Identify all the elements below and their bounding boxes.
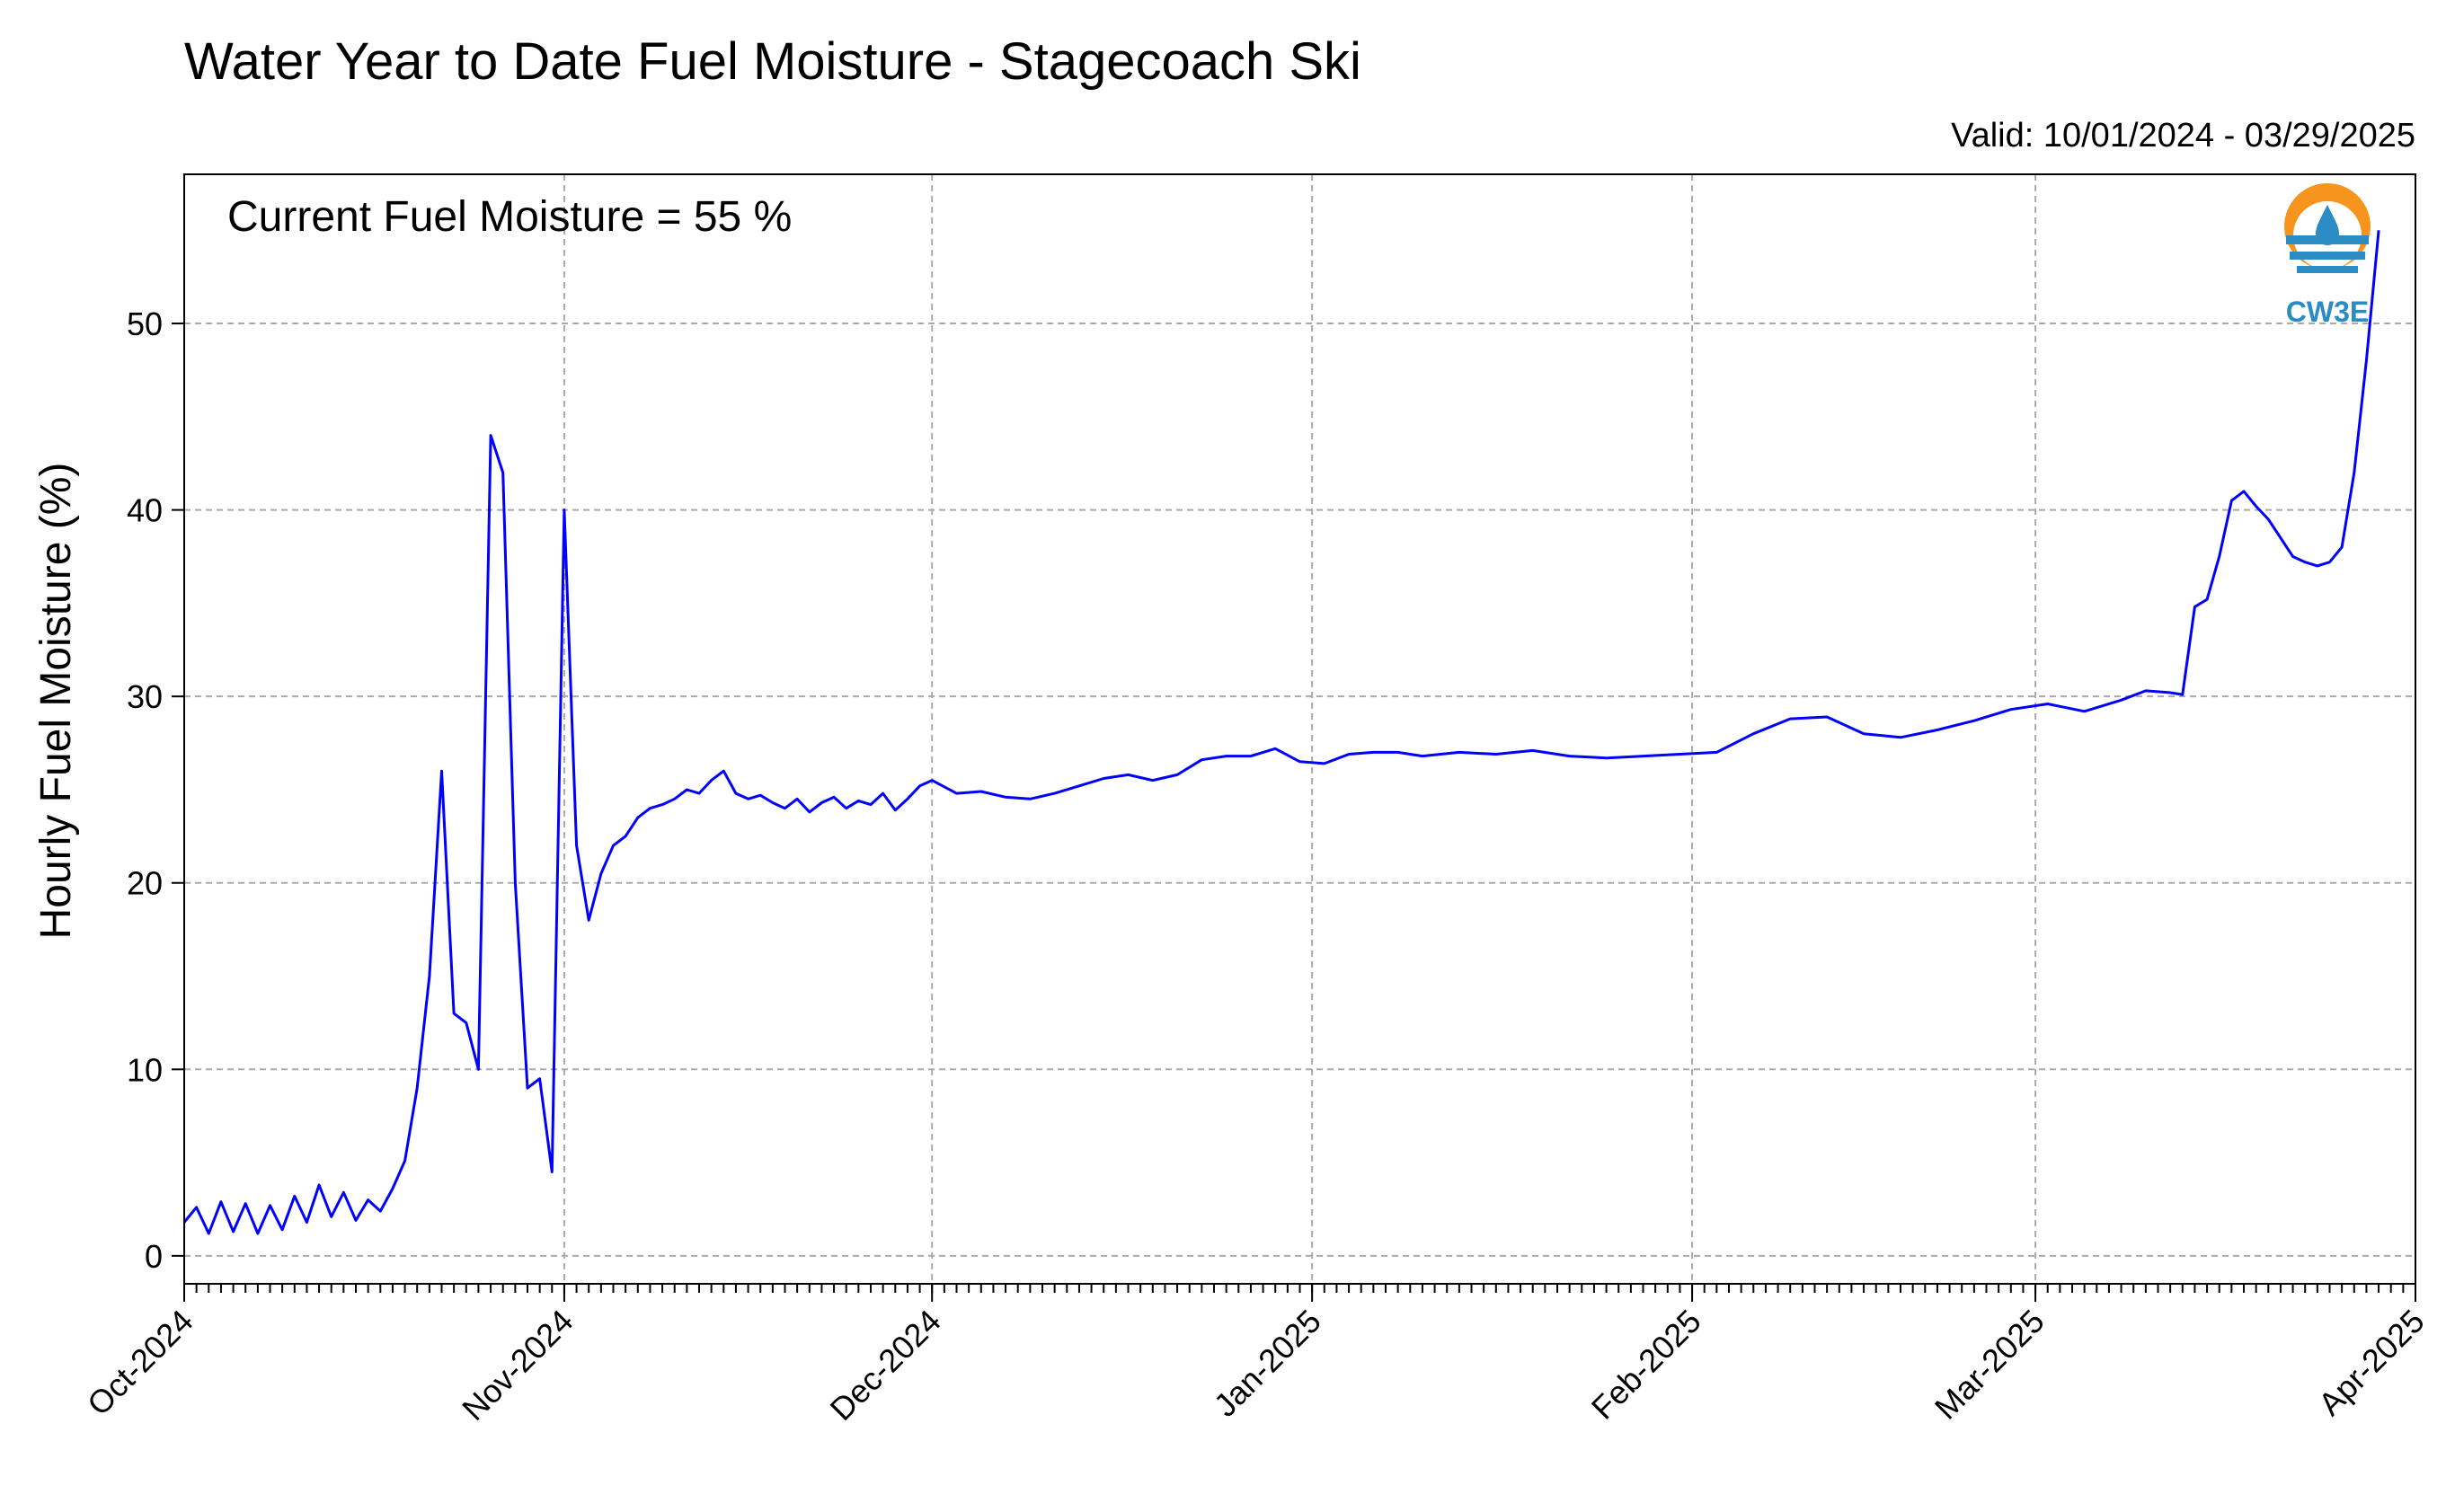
cw3e-logo: CW3E	[2284, 183, 2371, 328]
chart-subtitle: Valid: 10/01/2024 - 03/29/2025	[1951, 117, 2415, 155]
y-tick-label: 40	[127, 492, 163, 529]
x-tick-label: Feb-2025	[1584, 1303, 1708, 1427]
y-axis-label: Hourly Fuel Moisture (%)	[32, 463, 80, 940]
x-tick-label: Dec-2024	[823, 1303, 948, 1428]
plot-frame	[183, 173, 2416, 1285]
x-tick-label: Mar-2025	[1928, 1303, 2052, 1427]
x-tick-label: Jan-2025	[1207, 1303, 1328, 1424]
series-layer	[182, 230, 2380, 1235]
axis-layer: 0 10 20 30 40 50 Oct-2024 Nov-2024 Dec-2024 Jan-2…	[80, 305, 2432, 1428]
fuel-moisture-series-line	[182, 230, 2380, 1235]
logo-text: CW3E	[2286, 296, 2369, 328]
grid-layer	[184, 174, 2415, 1284]
logo-droplet-icon	[2316, 205, 2339, 245]
x-tick-label: Nov-2024	[455, 1303, 580, 1428]
logo-waves-icon	[2286, 235, 2369, 273]
y-tick-label: 0	[145, 1238, 163, 1275]
y-tick-label: 50	[127, 305, 163, 342]
y-tick-label: 30	[127, 678, 163, 715]
current-fuel-moisture-annotation: Current Fuel Moisture = 55 %	[227, 193, 792, 241]
x-tick-label: Oct-2024	[80, 1303, 200, 1423]
chart-title: Water Year to Date Fuel Moisture - Stage…	[184, 32, 1361, 91]
y-tick-label: 20	[127, 865, 163, 902]
y-tick-label: 10	[127, 1051, 163, 1088]
x-tick-label: Apr-2025	[2311, 1303, 2432, 1423]
